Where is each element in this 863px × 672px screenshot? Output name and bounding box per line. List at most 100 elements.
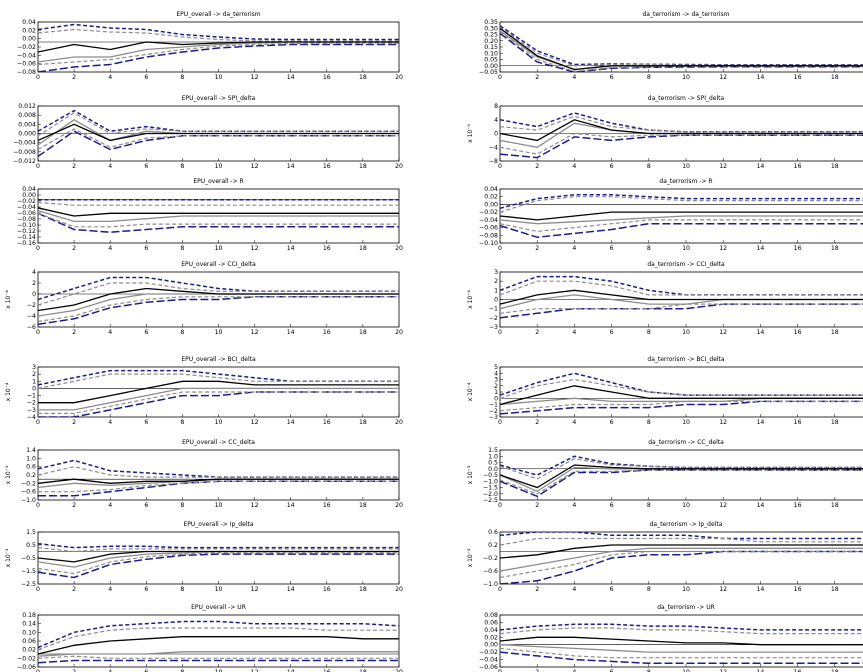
x-tick-label: 20 [395, 586, 403, 593]
x-tick-label: 2 [72, 669, 76, 672]
x-tick-label: 20 [395, 74, 403, 81]
y-tick-label: 0.00 [22, 36, 36, 43]
series-line-grey-lower [500, 219, 863, 233]
x-tick-label: 16 [323, 74, 331, 81]
y-tick-label: 0.0 [488, 466, 498, 473]
y-tick-label: −0.02 [17, 198, 36, 205]
y-tick-label: 0.05 [484, 57, 498, 64]
x-tick-label: 8 [180, 163, 184, 170]
y-tick-label: −3 [27, 407, 36, 414]
irf-panel: EPU_overall -> SPI_delta 0.012 0.008 0.004 0… [13, 95, 403, 170]
y-tick-label: 0.02 [484, 634, 498, 641]
y-tick-label: 1 [32, 378, 36, 385]
y-tick-label: −2 [489, 408, 498, 415]
y-tick-label: 0 [494, 297, 498, 304]
x-tick-label: 14 [756, 245, 764, 252]
y-tick-label: 0.00 [484, 642, 498, 649]
irf-panel: da_terrorism -> da_terrorism 0.350.300.25… [479, 11, 863, 81]
x-tick-label: 18 [359, 74, 367, 81]
y-tick-label: 0.00 [484, 63, 498, 70]
y-scale-label: x 10⁻⁴ [5, 290, 12, 309]
plot-frame [499, 449, 863, 501]
x-tick-label: 2 [535, 74, 539, 81]
y-tick-label: 0.000 [18, 131, 36, 138]
series-line-grey-lower [38, 655, 399, 659]
plot-frame [37, 614, 400, 668]
x-tick-label: 2 [72, 245, 76, 252]
y-tick-label: −2.5 [483, 497, 498, 504]
y-tick-label: −1.0 [483, 478, 498, 485]
x-tick-label: 12 [251, 329, 259, 336]
y-tick-label: 0.10 [484, 50, 498, 57]
x-tick-label: 10 [215, 586, 223, 593]
plot-frame [37, 449, 400, 501]
x-tick-label: 4 [108, 245, 112, 252]
series-line-grey-lower [500, 303, 863, 314]
y-tick-label: 1.0 [26, 455, 36, 462]
y-scale-label: x 10⁻⁴ [5, 382, 12, 401]
series-line-black-mid [500, 464, 863, 489]
y-scale-label: x 10⁻⁴ [467, 290, 474, 309]
y-tick-label: 0.35 [484, 19, 498, 26]
series-line-grey-upper [38, 282, 399, 306]
y-tick-label: −0.08 [479, 232, 498, 239]
series-line-grey-mid [38, 478, 399, 489]
y-tick-label: −1.5 [483, 485, 498, 492]
x-tick-label: 12 [251, 586, 259, 593]
y-scale-label: x 10⁻³ [467, 465, 474, 484]
series-line-black-mid [500, 289, 863, 305]
irf-panel: EPU_overall -> da_terrorism0.040.020.00−… [17, 11, 403, 81]
x-tick-label: 12 [251, 245, 259, 252]
x-tick-label: 2 [72, 502, 76, 509]
x-tick-label: 10 [215, 502, 223, 509]
y-tick-label: 0.06 [484, 619, 498, 626]
x-tick-label: 10 [215, 74, 223, 81]
y-tick-label: −0.04 [479, 217, 498, 224]
y-tick-label: 0.00 [22, 192, 36, 199]
y-tick-label: −0.02 [17, 44, 36, 51]
y-tick-label: −0.06 [479, 225, 498, 232]
series-line-black-mid [38, 123, 399, 142]
x-tick-label: 16 [794, 586, 802, 593]
x-tick-label: 18 [831, 669, 839, 672]
y-tick-label: 2 [32, 280, 36, 287]
panel-title: da_terrorism -> CC_delta [648, 439, 724, 446]
x-tick-label: 14 [287, 329, 295, 336]
y-tick-label: 0.04 [484, 186, 498, 193]
x-tick-label: 4 [572, 419, 576, 426]
x-tick-label: 0 [36, 163, 40, 170]
x-tick-label: 10 [682, 669, 690, 672]
y-tick-label: 0.2 [488, 542, 498, 549]
x-tick-label: 12 [719, 502, 727, 509]
panel-title: EPU_overall -> SPI_delta [182, 95, 256, 102]
series-line-grey-mid [500, 644, 863, 653]
panel-title: da_terrorism -> SPI_delta [648, 95, 725, 102]
x-tick-label: 14 [287, 419, 295, 426]
x-tick-label: 6 [144, 669, 148, 672]
panel-title: da_terrorism -> UR [657, 604, 715, 611]
x-tick-label: 8 [647, 163, 651, 170]
x-tick-label: 8 [180, 586, 184, 593]
x-tick-label: 20 [395, 329, 403, 336]
y-tick-label: −4 [27, 313, 36, 320]
x-tick-label: 14 [756, 163, 764, 170]
x-tick-label: 10 [215, 163, 223, 170]
series-line-grey-lower [500, 132, 863, 155]
x-tick-label: 12 [719, 163, 727, 170]
x-tick-label: 14 [287, 669, 295, 672]
x-tick-label: 6 [610, 329, 614, 336]
series-line-grey-upper [500, 537, 863, 546]
x-tick-label: 16 [794, 245, 802, 252]
series-line-blue-upper [500, 532, 863, 540]
x-tick-label: 4 [108, 502, 112, 509]
x-tick-label: 8 [180, 329, 184, 336]
x-tick-label: 16 [323, 419, 331, 426]
y-tick-label: 0.02 [22, 27, 36, 34]
x-tick-label: 10 [682, 586, 690, 593]
series-line-grey-lower [38, 391, 399, 414]
x-tick-label: 8 [180, 74, 184, 81]
irf-panel: EPU_overall -> Ip_delta 1.5 0.5 −0.5 −1.5 −2.… [5, 521, 403, 593]
